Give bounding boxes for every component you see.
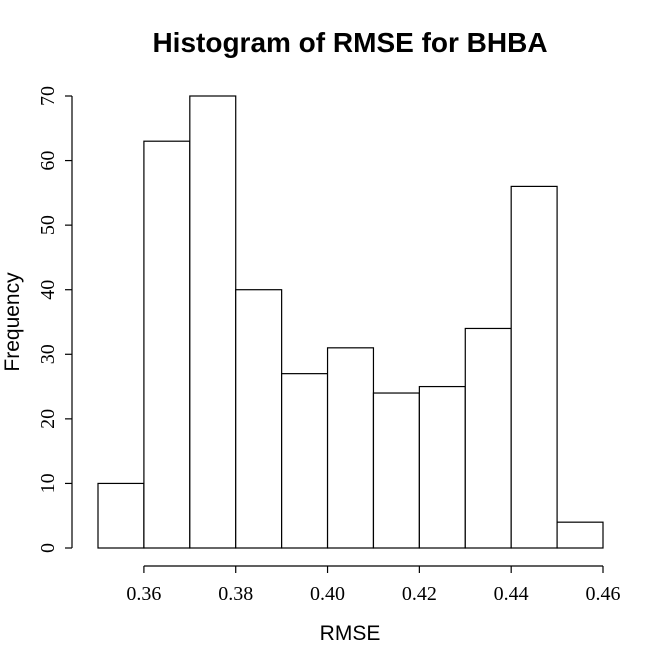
x-axis-label: RMSE <box>320 622 381 645</box>
histogram-bar-0 <box>97 482 145 549</box>
y-tick-label-5: 50 <box>37 215 59 235</box>
histogram-bar-6 <box>372 392 420 549</box>
y-tick-label-3: 30 <box>37 344 59 364</box>
histogram-bar-2 <box>189 95 237 549</box>
histogram-bar-3 <box>235 289 283 549</box>
histogram-bar-4 <box>281 373 329 549</box>
y-axis-label: Frequency <box>1 272 24 372</box>
y-tick-label-7: 70 <box>37 86 59 106</box>
y-axis: 0 10 20 30 40 50 60 70 <box>37 86 73 553</box>
histogram-bar-10 <box>556 521 604 549</box>
histogram-bar-8 <box>464 327 512 549</box>
x-tick-label-4: 0.44 <box>494 583 529 605</box>
chart-title: Histogram of RMSE for BHBA <box>152 27 547 58</box>
y-tick-label-2: 20 <box>37 409 59 429</box>
x-tick-label-1: 0.38 <box>218 583 253 605</box>
y-tick-label-4: 40 <box>37 280 59 300</box>
x-tick-label-5: 0.46 <box>586 583 621 605</box>
histogram-bar-5 <box>326 347 375 549</box>
histogram-bar-1 <box>143 140 191 549</box>
x-axis: 0.36 0.38 0.40 0.42 0.44 0.46 <box>126 565 621 605</box>
x-tick-label-0: 0.36 <box>126 583 161 605</box>
y-tick-label-6: 60 <box>37 151 59 171</box>
x-tick-label-2: 0.40 <box>310 583 345 605</box>
x-tick-label-3: 0.42 <box>402 583 437 605</box>
y-tick-label-0: 0 <box>37 543 59 553</box>
bars-group <box>97 95 604 549</box>
histogram-bar-9 <box>510 185 558 549</box>
histogram-bar-7 <box>418 385 466 549</box>
y-tick-label-1: 10 <box>37 473 59 493</box>
